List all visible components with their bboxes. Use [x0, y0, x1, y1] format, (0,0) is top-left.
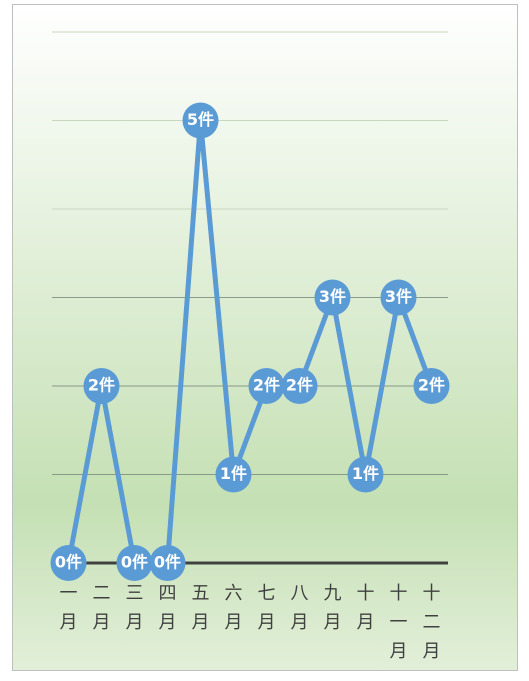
- x-tick-label: 八月: [291, 583, 309, 633]
- value-label: 2件: [253, 376, 280, 395]
- x-tick-label: 三月: [126, 583, 144, 633]
- x-tick-label: 七月: [258, 583, 276, 633]
- line: [66, 118, 434, 566]
- value-label: 2件: [286, 376, 313, 395]
- x-tick-label: 二月: [93, 583, 111, 633]
- value-label: 2件: [418, 376, 445, 395]
- chart-area: [12, 4, 518, 671]
- x-tick-label: 六月: [225, 583, 243, 633]
- x-tick-label: 四月: [159, 583, 177, 633]
- marker: [50, 545, 87, 581]
- value-label: 1件: [220, 464, 247, 483]
- marker: [281, 368, 318, 404]
- marker: [116, 545, 153, 581]
- x-tick-label: 五月: [192, 583, 210, 633]
- x-tick-label: 十一月: [390, 583, 408, 662]
- marker: [182, 102, 219, 139]
- x-tick-label: 十月: [357, 583, 375, 633]
- value-label: 0件: [121, 553, 148, 572]
- value-label: 3件: [385, 287, 412, 306]
- marker: [149, 545, 186, 581]
- marker: [380, 279, 417, 316]
- value-label: 0件: [154, 553, 181, 572]
- marker: [248, 368, 285, 404]
- value-label: 1件: [352, 464, 379, 483]
- value-label: 5件: [187, 110, 214, 129]
- x-tick-label: 十二月: [423, 583, 441, 662]
- marker: [314, 279, 351, 316]
- value-label: 2件: [88, 376, 115, 395]
- value-label: 3件: [319, 287, 346, 306]
- x-tick-label: 一月: [60, 583, 78, 633]
- value-label: 0件: [55, 553, 82, 572]
- x-tick-label: 九月: [324, 583, 342, 633]
- marker: [413, 368, 450, 404]
- marker: [215, 456, 252, 493]
- marker: [83, 368, 120, 404]
- marker: [347, 456, 384, 493]
